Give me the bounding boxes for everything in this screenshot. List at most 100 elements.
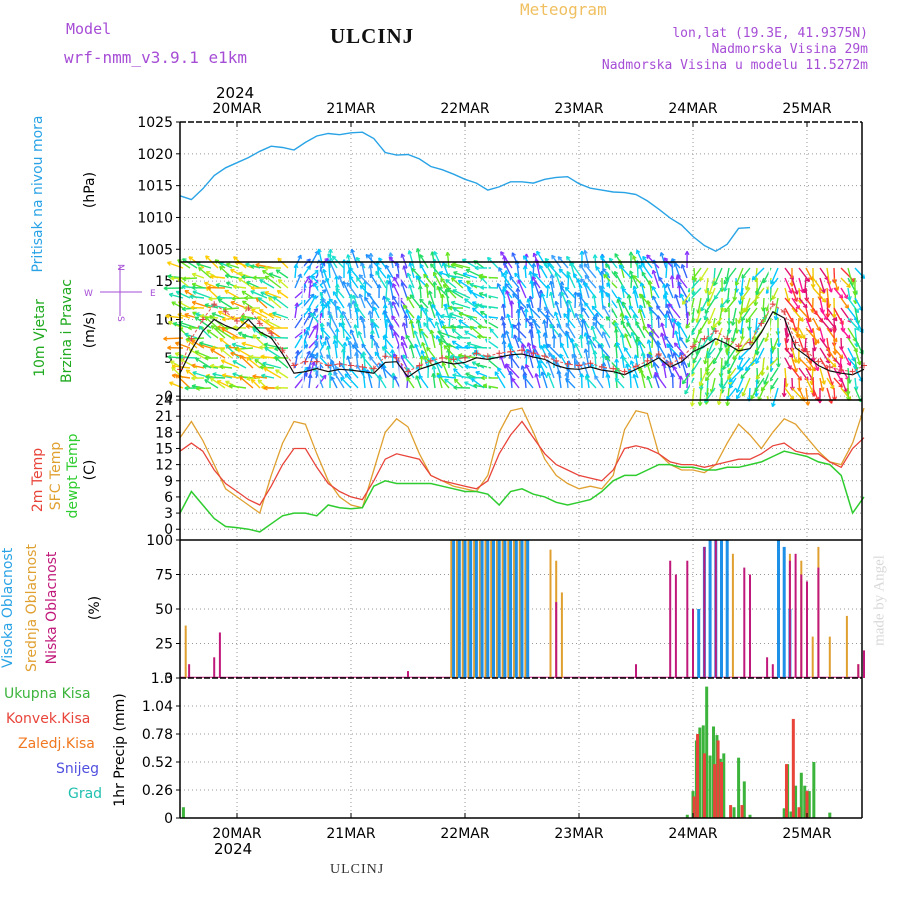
wind-arrow-head <box>210 363 215 367</box>
high-cloud-bar <box>469 540 473 678</box>
wind-arrow-head <box>252 275 257 279</box>
wind-arrow <box>755 347 765 364</box>
wind-arrow-head <box>536 250 541 254</box>
wind-arrow <box>249 356 268 359</box>
wind-arrow <box>777 347 780 368</box>
wind-arrow-head <box>568 299 572 304</box>
wind-arrow-head <box>359 274 364 277</box>
wind-arrow-head <box>719 303 723 308</box>
wind-arrow <box>724 347 737 365</box>
high-cloud-bar <box>514 540 518 678</box>
wind-arrow <box>369 273 380 289</box>
wind-arrow <box>784 347 794 358</box>
wind-arrow-head <box>544 306 549 310</box>
wind-arrow <box>847 357 858 369</box>
wind-arrow-head <box>457 324 462 327</box>
wind-arrow-head <box>269 272 274 275</box>
wind-arrow-head <box>324 375 327 380</box>
wind-arrow-head <box>333 335 338 338</box>
date-label-top: 20MAR <box>212 101 261 117</box>
wind-arrow-head <box>252 374 257 377</box>
wind-arrow-head <box>624 347 629 351</box>
wind-arrow-head <box>244 295 249 299</box>
wind-arrow <box>805 327 820 344</box>
date-label-top: 25MAR <box>782 101 831 117</box>
wind-arrow-head <box>667 353 672 357</box>
year-top: 2024 <box>216 84 255 102</box>
wind-gust-marker <box>690 343 696 350</box>
wind-gust-marker <box>792 339 799 346</box>
wind-arrow-head <box>557 370 562 374</box>
wind-arrow <box>679 375 682 389</box>
wind-arrow <box>378 257 387 269</box>
wind-arrow <box>651 286 660 299</box>
low-cloud-bar <box>218 632 221 678</box>
mid-cloud-bar <box>461 540 464 678</box>
wind-arrow-head <box>666 282 671 287</box>
wind-arrow <box>536 250 548 269</box>
wind-arrow-head <box>336 283 340 288</box>
wind-arrow-head <box>664 335 669 339</box>
wind-arrow-head <box>657 315 661 320</box>
wind-gust-marker <box>405 368 411 375</box>
wind-arrow-head <box>677 281 682 285</box>
wind-arrow-head <box>449 312 454 315</box>
wind-arrow-head <box>182 276 187 280</box>
wind-arrow-head <box>342 348 346 353</box>
wind-arrow-head <box>586 373 590 378</box>
wind-arrow-head <box>584 302 589 305</box>
wind-arrow-head <box>723 343 727 348</box>
y-tick-label: 1005 <box>137 242 173 258</box>
wind-arrow <box>706 337 716 356</box>
y-tick-label: 6 <box>164 490 173 506</box>
wind-arrow <box>370 368 380 379</box>
wind-arrow <box>415 375 422 389</box>
wind-arrow <box>691 387 695 407</box>
wind-arrow-head <box>442 293 445 298</box>
wind-arrow-head <box>606 373 611 378</box>
date-label-top: 24MAR <box>668 101 717 117</box>
convective-precip-bar <box>791 718 795 818</box>
wind-arrow-head <box>561 291 566 295</box>
wind-arrow <box>464 298 478 309</box>
wind-arrow-head <box>706 354 709 359</box>
convective-precip-bar <box>716 740 720 818</box>
y-tick-label: 21 <box>155 409 173 425</box>
wind-arrow <box>241 290 254 299</box>
wind-arrow-head <box>334 339 338 344</box>
wind-arrow <box>392 301 401 319</box>
wind-arrow-head <box>191 375 196 379</box>
wind-arrow <box>819 327 825 343</box>
wind-arrow-head <box>559 332 563 337</box>
wind-arrow <box>731 327 737 342</box>
wind-arrow-head <box>428 300 433 304</box>
wind-arrow-head <box>327 310 332 314</box>
wind-arrow-head <box>370 334 375 338</box>
wind-arrow-head <box>832 350 836 355</box>
wind-arrow <box>626 322 639 339</box>
wind-arrow <box>580 335 583 349</box>
wind-arrow <box>840 267 856 283</box>
wind-arrow-head <box>688 311 691 316</box>
wind-arrow-head <box>475 362 481 365</box>
wind-arrow-head <box>641 271 646 275</box>
y-tick-label: 1.04 <box>142 699 173 715</box>
wind-arrow <box>308 374 312 389</box>
wind-arrow <box>646 375 653 389</box>
wind-arrow-head <box>792 359 797 364</box>
wind-arrow-head <box>501 272 506 276</box>
wind-arrow <box>509 371 513 389</box>
wind-arrow-head <box>525 317 530 321</box>
wind-arrow <box>740 317 744 334</box>
wind-arrow-head <box>529 315 534 319</box>
wind-arrow-head <box>582 307 587 311</box>
wind-arrow-head <box>830 386 835 390</box>
wind-arrow-head <box>789 386 794 391</box>
wind-arrow-head <box>445 355 450 358</box>
wind-arrow-head <box>555 300 560 305</box>
wind-arrow <box>210 377 226 389</box>
wind-arrow-head <box>189 294 194 297</box>
wind-gust-marker <box>382 353 389 360</box>
wind-arrow <box>322 269 331 289</box>
wind-arrow-head <box>192 300 197 303</box>
